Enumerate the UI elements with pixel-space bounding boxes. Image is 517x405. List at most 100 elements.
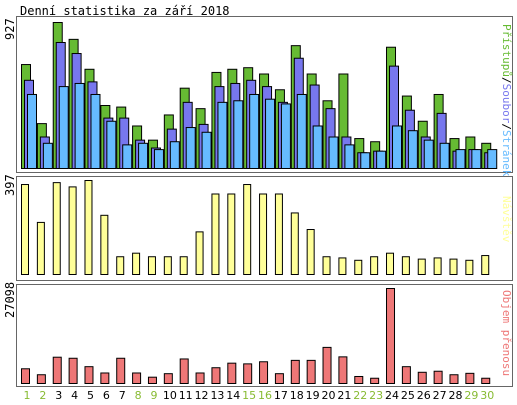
kbytes-bar bbox=[21, 368, 30, 384]
kbytes-bar bbox=[386, 288, 396, 384]
visits-bar bbox=[195, 231, 204, 276]
x-tick-label: 7 bbox=[119, 389, 126, 402]
pages-bar bbox=[201, 131, 212, 169]
pages-bar bbox=[392, 125, 403, 170]
visits-bar bbox=[370, 256, 379, 276]
legend-pages: Stránek bbox=[500, 129, 513, 177]
pages-bar bbox=[138, 142, 149, 169]
kbytes-bar bbox=[36, 374, 46, 384]
x-tick-label: 13 bbox=[210, 389, 224, 402]
x-tick-label: 2 bbox=[39, 389, 46, 402]
chart-title: Denní statistika za září 2018 bbox=[20, 4, 230, 18]
kbytes-bar bbox=[433, 370, 443, 385]
kbytes-bar bbox=[417, 371, 427, 385]
visits-bar bbox=[243, 184, 252, 275]
kbytes-bar bbox=[322, 346, 332, 384]
pages-bar bbox=[58, 86, 69, 169]
legend-separator: / bbox=[500, 76, 513, 84]
x-tick-label: 15 bbox=[242, 389, 256, 402]
x-tick-label: 9 bbox=[150, 389, 157, 402]
kbytes-bar bbox=[259, 361, 269, 384]
visits-bar bbox=[433, 257, 442, 275]
pages-bar bbox=[439, 142, 450, 169]
visits-bar bbox=[21, 184, 29, 275]
pages-bar bbox=[169, 141, 180, 170]
visits-bar bbox=[163, 256, 172, 276]
x-tick-label: 28 bbox=[448, 389, 462, 402]
pages-bar bbox=[249, 93, 260, 169]
x-tick-label: 25 bbox=[401, 389, 415, 402]
x-tick-label: 24 bbox=[385, 389, 399, 402]
pages-bar bbox=[185, 127, 196, 169]
middle-panel-legend: Návštěv bbox=[500, 196, 513, 243]
pages-bar bbox=[42, 142, 53, 169]
pages-bar bbox=[217, 101, 228, 169]
visits-bar bbox=[401, 256, 410, 276]
x-tick-label: 10 bbox=[163, 389, 177, 402]
pages-bar bbox=[153, 149, 164, 170]
bottom-panel-frame bbox=[16, 284, 513, 387]
pages-bar bbox=[423, 139, 434, 169]
visits-bar bbox=[132, 252, 141, 275]
pages-bar bbox=[280, 103, 291, 169]
x-tick-label: 6 bbox=[103, 389, 110, 402]
visits-bar bbox=[465, 259, 474, 276]
visits-bar bbox=[449, 258, 458, 275]
visits-bar bbox=[147, 256, 156, 276]
x-tick-label: 12 bbox=[195, 389, 209, 402]
visits-bar bbox=[274, 193, 283, 275]
legend-separator: / bbox=[500, 123, 513, 130]
pages-bar bbox=[407, 130, 418, 170]
pages-bar bbox=[122, 144, 133, 170]
kbytes-bar bbox=[116, 357, 126, 384]
kbytes-bar bbox=[179, 358, 189, 384]
pages-bar bbox=[471, 149, 482, 170]
visits-bar bbox=[100, 214, 109, 275]
kbytes-bar bbox=[243, 363, 253, 384]
kbytes-bar bbox=[68, 357, 78, 384]
pages-bar bbox=[312, 125, 323, 170]
kbytes-bar bbox=[290, 359, 300, 384]
x-tick-label: 21 bbox=[337, 389, 351, 402]
visits-bar bbox=[386, 252, 395, 275]
x-tick-label: 17 bbox=[274, 389, 288, 402]
top-panel-legend: Přístupů/Soubor/Stránek bbox=[500, 24, 513, 176]
visits-bar bbox=[116, 256, 125, 276]
visits-bar bbox=[68, 186, 77, 275]
top-panel-frame bbox=[16, 16, 513, 173]
visits-bar bbox=[338, 257, 347, 275]
visits-bar bbox=[322, 256, 331, 276]
pages-bar bbox=[90, 93, 101, 169]
x-tick-label: 29 bbox=[464, 389, 478, 402]
bottom-panel-legend: Objem přenosu bbox=[500, 290, 513, 377]
pages-bar bbox=[265, 98, 276, 169]
top-panel-ymax-label: 927 bbox=[3, 18, 17, 40]
x-tick-label: 26 bbox=[417, 389, 431, 402]
visits-bar bbox=[354, 259, 363, 276]
x-tick-label: 1 bbox=[24, 389, 31, 402]
visits-bar bbox=[290, 212, 299, 276]
visits-bar bbox=[227, 193, 236, 275]
x-tick-label: 16 bbox=[258, 389, 272, 402]
kbytes-bar bbox=[401, 366, 411, 384]
kbytes-bar bbox=[132, 372, 142, 384]
kbytes-bar bbox=[274, 373, 284, 384]
visits-bar bbox=[306, 229, 315, 275]
kbytes-bar bbox=[449, 374, 459, 384]
kbytes-bar bbox=[227, 362, 237, 384]
x-tick-label: 23 bbox=[369, 389, 383, 402]
kbytes-bar bbox=[481, 377, 491, 384]
pages-bar bbox=[233, 100, 244, 169]
pages-bar bbox=[27, 93, 37, 169]
kbytes-bar bbox=[211, 367, 221, 385]
x-tick-label: 20 bbox=[322, 389, 336, 402]
pages-bar bbox=[376, 150, 387, 169]
middle-panel-frame bbox=[16, 176, 513, 281]
pages-bar bbox=[455, 149, 466, 170]
x-tick-label: 4 bbox=[71, 389, 78, 402]
x-tick-label: 30 bbox=[480, 389, 494, 402]
kbytes-bar bbox=[370, 377, 380, 384]
kbytes-bar bbox=[52, 356, 62, 384]
